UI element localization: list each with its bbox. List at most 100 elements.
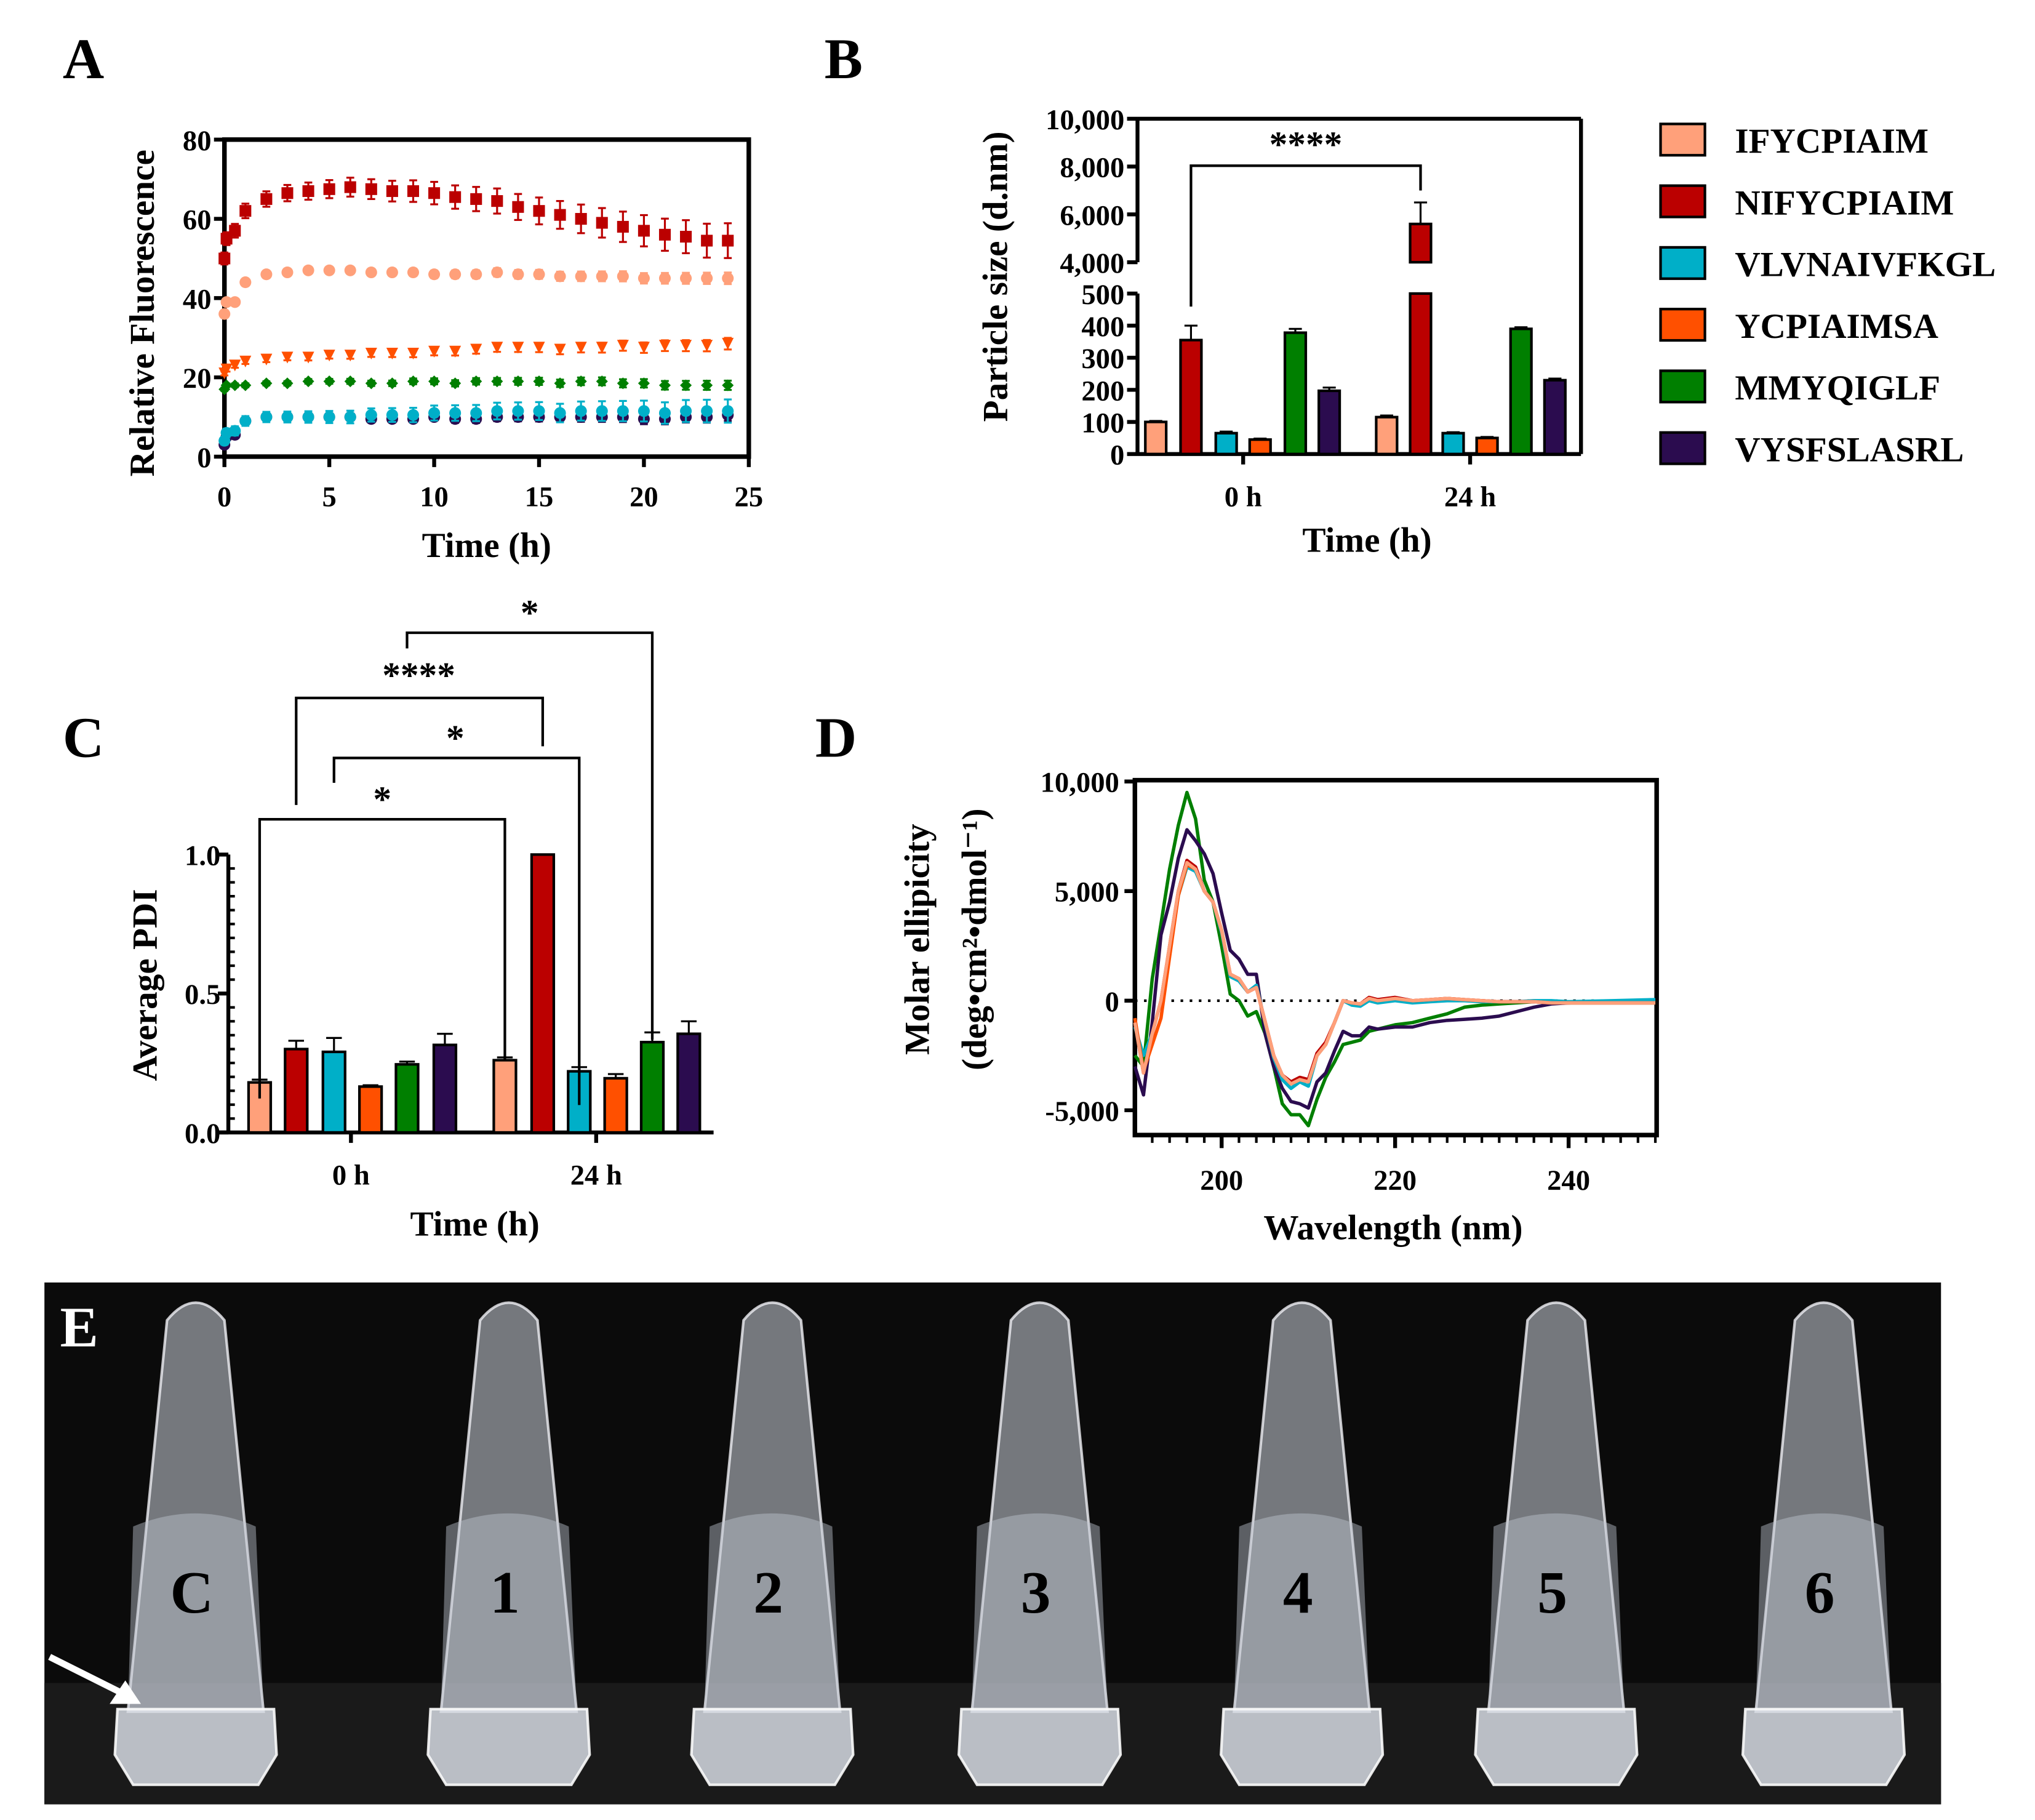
bar-vysfslasrl: [432, 1043, 458, 1134]
data-point: [617, 377, 629, 390]
data-point: [323, 375, 335, 388]
y-tick-label: 400: [1081, 311, 1124, 343]
data-point: [701, 340, 713, 352]
y-tick-label: 20: [183, 363, 212, 395]
panel-label-d: D: [815, 706, 857, 769]
data-point: [658, 407, 671, 419]
tube-base: [426, 1707, 591, 1786]
data-point: [596, 217, 608, 229]
tube-body: [703, 1301, 842, 1714]
data-point: [239, 205, 252, 217]
x-tick-label: 220: [1373, 1165, 1417, 1197]
data-point: [302, 411, 314, 423]
data-point: [722, 235, 734, 247]
tube: 2: [690, 1301, 855, 1786]
data-point: [638, 377, 650, 390]
data-point: [554, 343, 566, 356]
significance-label: ****: [1269, 124, 1343, 164]
line-mmyqiglf: [1133, 790, 1656, 1128]
x-tick-label: 24 h: [570, 1160, 622, 1192]
data-point: [428, 375, 441, 388]
significance-bracket: [1189, 164, 1422, 307]
data-point: [323, 183, 335, 195]
data-point: [386, 409, 398, 421]
tube-liquid: [127, 1513, 264, 1712]
y-axis-label: Relative Fluorescence: [123, 150, 162, 476]
data-point: [470, 375, 482, 388]
y-tick-label: -5,000: [1045, 1096, 1119, 1128]
data-point: [554, 407, 566, 419]
y-tick-label: 300: [1081, 343, 1124, 375]
data-point: [554, 270, 566, 283]
data-point: [386, 185, 398, 198]
y-tick-label: 10,000: [1041, 767, 1119, 799]
tube-liquid: [704, 1513, 841, 1712]
data-point: [365, 347, 377, 360]
y-tick-label: 500: [1081, 279, 1124, 311]
x-axis-label: Time (h): [1302, 521, 1431, 560]
data-point: [407, 375, 420, 388]
data-point: [554, 209, 566, 221]
data-point: [680, 405, 692, 417]
data-point: [596, 270, 608, 283]
y-tick-label: 8,000: [1060, 152, 1124, 184]
tube-base: [1220, 1707, 1385, 1786]
data-point: [428, 268, 441, 281]
data-point: [470, 193, 482, 205]
legend-swatch: [1659, 184, 1706, 218]
data-point: [229, 296, 241, 308]
significance-label: ****: [382, 655, 455, 696]
data-point: [344, 264, 356, 276]
data-point: [533, 268, 545, 281]
line-ifycpiaim: [1133, 860, 1656, 1086]
data-point: [281, 377, 294, 390]
data-point: [701, 272, 713, 284]
x-tick-label: 5: [322, 481, 336, 513]
x-tick-label: 20: [630, 481, 658, 513]
data-point: [575, 270, 587, 283]
data-point: [575, 375, 587, 388]
data-point: [533, 205, 545, 217]
data-point: [701, 405, 713, 417]
legend: IFYCPIAIM NIFYCPIAIM VLVNAIVFKGL YCPIAIMSA M…: [1659, 122, 1996, 469]
significance-label: *: [521, 592, 539, 633]
data-point: [470, 407, 482, 419]
legend-item: NIFYCPIAIM: [1659, 183, 1954, 222]
data-point: [701, 235, 713, 247]
tube-base: [957, 1707, 1122, 1786]
data-point: [533, 405, 545, 417]
data-point: [533, 342, 545, 354]
data-point: [449, 268, 462, 281]
y-axis-label: Average PDI: [126, 889, 164, 1081]
tube-body: [1754, 1301, 1893, 1714]
legend-item: IFYCPIAIM: [1659, 122, 1929, 161]
tube-liquid: [441, 1513, 577, 1712]
x-tick-label: 200: [1200, 1165, 1243, 1197]
legend-item: VYSFSLASRL: [1659, 430, 1964, 469]
data-point: [617, 405, 629, 417]
data-point: [260, 268, 273, 281]
line-vysfslasrl: [1133, 828, 1656, 1110]
series-ifycpiaim: [218, 264, 734, 320]
bar-vlvnaivfkgl: [1214, 431, 1238, 455]
data-point: [638, 405, 650, 417]
data-point: [658, 228, 671, 241]
data-point: [365, 409, 377, 421]
data-point: [220, 363, 233, 375]
series-nifycpiaim: [218, 177, 734, 266]
data-point: [722, 379, 734, 391]
tube-label: 2: [753, 1560, 783, 1626]
data-point: [533, 375, 545, 388]
data-point: [229, 225, 241, 237]
panel-e-tube-photo: C 1 2 3 4 5 6: [44, 1282, 1941, 1805]
bar-mmyqiglf: [1509, 327, 1533, 455]
legend-label: IFYCPIAIM: [1735, 122, 1929, 161]
panel-a-fluorescence-chart: 0 20 40 60 80 0 5 10 15 20 25 Time (h) Relative Fluo…: [123, 125, 763, 565]
bar-vysfslasrl: [1543, 379, 1567, 455]
x-tick-label: 0 h: [332, 1160, 370, 1192]
tube-body: [1487, 1301, 1626, 1714]
data-point: [344, 411, 356, 423]
x-tick-label: 0: [217, 481, 231, 513]
bar-mmyqiglf: [1283, 331, 1308, 455]
tube-body: [439, 1301, 578, 1714]
